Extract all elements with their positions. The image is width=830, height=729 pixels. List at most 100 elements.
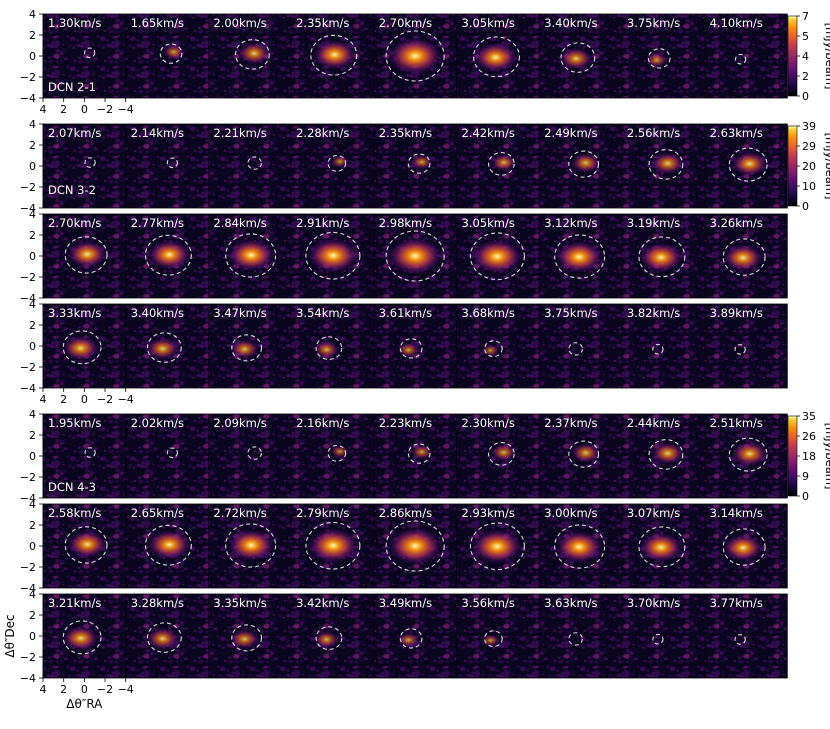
emission-blob [571,442,601,463]
mask-contour [62,620,102,655]
panel-image [456,304,540,388]
velocity-label: 3.89km/s [710,306,763,320]
channel-panel: 3.68km/s [456,304,540,388]
mask-contour [568,150,600,178]
panel-image [539,304,622,388]
mask-contour [484,630,503,648]
emission-blob [330,445,350,458]
channel-panel: 2.30km/s [456,414,540,498]
channel-panel: 2.35km/s [373,124,457,208]
y-tick-label: −2 [20,651,36,664]
mask-contour [399,338,423,359]
y-tick-label: 2 [29,139,36,152]
colorbar: 35 26 18 9 0 [mJy/beam] [787,410,830,503]
colorbar-label: [mJy/beam] [823,23,830,90]
velocity-label: 2.56km/s [627,126,680,140]
molecule-label: DCN 2-1 [48,80,96,94]
velocity-label: 3.19km/s [627,216,680,230]
mask-contour [568,632,583,646]
y-tick-label: 2 [29,229,36,242]
velocity-label: 4.10km/s [710,16,763,30]
mask-contour [648,439,684,470]
mask-contour [568,440,600,468]
channel-panel: 3.12km/s [538,214,622,298]
colorbar: 39 29 20 10 0 [mJy/beam] [787,120,830,213]
mask-contour [144,234,192,276]
x-tick-label: −4 [118,393,134,406]
mask-contour [159,43,183,64]
panel-image [704,304,788,388]
mask-contour [554,234,606,279]
channel-panel: 2.51km/s [704,414,788,498]
emission-blob [731,151,768,177]
emission-blob [307,528,359,564]
velocity-label: 3.77km/s [710,596,763,610]
velocity-label: 3.05km/s [462,16,515,30]
panel-image [43,124,126,208]
colorbar: 7 5 4 2 0 [mJy/beam] [787,10,830,103]
channel-panel: 3.61km/s [373,304,457,388]
x-tick-label: 4 [40,683,47,696]
mask-contour [231,334,263,362]
channel-panel: 2.00km/s [208,14,292,98]
channel-panel: 3.07km/s [621,504,705,588]
channel-panel: 3.49km/s [373,594,457,678]
velocity-label: 2.72km/s [213,506,266,520]
mask-contour [146,622,182,653]
velocity-label: 2.70km/s [379,16,432,30]
velocity-label: 2.23km/s [379,416,432,430]
y-tick-label: −4 [20,492,36,505]
mask-contour [722,238,766,276]
channel-panel: 2.09km/s [208,414,292,498]
emission-blob [481,344,500,357]
channel-panel: 3.89km/s [704,304,788,388]
colorbar-tick-label: 7 [802,10,809,23]
channel-panel: 4.10km/s [704,14,788,98]
channel-panel: 2.79km/s [290,504,374,588]
emission-blob [490,153,517,172]
channel-panel: 3.63km/s [538,594,622,678]
mask-contour [484,340,503,358]
emission-blob [147,529,192,560]
emission-blob [67,240,108,269]
mask-contour [327,154,347,172]
mask-contour [488,442,515,466]
panel-image [456,594,540,678]
mask-contour [225,523,277,568]
panel-image [125,414,209,498]
y-tick-label: −4 [20,292,36,305]
channel-panel: 3.75km/s [538,304,622,388]
channel-panel: 1.65km/s [125,14,209,98]
colorbar-tick-label: 5 [802,30,809,43]
velocity-label: 2.49km/s [544,126,597,140]
emission-blob [312,39,357,70]
velocity-label: 3.82km/s [627,306,680,320]
velocity-label: 2.09km/s [213,416,266,430]
velocity-label: 3.00km/s [544,506,597,520]
mask-contour [407,153,431,174]
channel-panel: 3.19km/s [621,214,705,298]
panel-image [125,124,209,208]
channel-panel: 2.28km/s [290,124,374,208]
emission-blob [639,532,683,563]
x-tick-label: 4 [40,393,47,406]
channel-panel: 3.42km/s [290,594,374,678]
emission-blob [397,632,420,648]
y-tick-label: 0 [29,50,36,63]
mask-contour [734,53,747,65]
emission-blob [651,442,685,465]
emission-blob [722,243,764,272]
y-tick-label: 4 [29,118,36,131]
velocity-label: 3.47km/s [213,306,266,320]
emission-blob [559,47,593,70]
channel-panel: 2.65km/s [125,504,209,588]
mask-contour [560,42,596,73]
y-tick-label: −4 [20,202,36,215]
colorbar-label: [mJy/beam] [823,133,830,200]
channel-panel: 3.75km/s [621,14,705,98]
emission-blob [555,530,603,564]
velocity-label: 3.40km/s [544,16,597,30]
velocity-label: 3.28km/s [131,596,184,610]
mask-contour [638,526,686,568]
